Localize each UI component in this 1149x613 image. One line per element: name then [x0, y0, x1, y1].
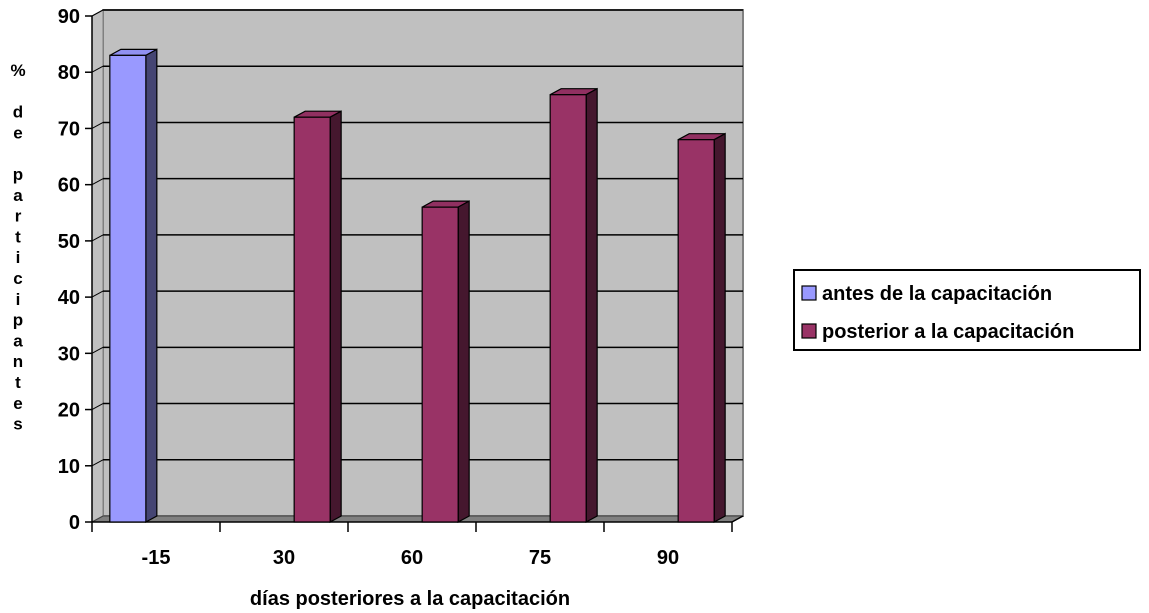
- plot-floor: [91, 515, 744, 523]
- gridline-side: [91, 178, 104, 186]
- y-axis-title-char: %: [10, 61, 25, 80]
- legend: antes de la capacitación posterior a la c…: [793, 269, 1141, 351]
- gridline-side: [91, 9, 104, 17]
- bar-front: [549, 94, 587, 523]
- y-axis-title-char: a: [13, 331, 23, 350]
- bar-side: [145, 48, 158, 524]
- bar-side: [329, 110, 342, 524]
- y-tick-label: 80: [58, 62, 80, 84]
- y-axis-title-char: t: [15, 373, 21, 392]
- y-tick-label: 40: [58, 287, 80, 309]
- legend-swatch: [801, 323, 817, 339]
- bar-side: [713, 132, 726, 524]
- y-axis-title-char: d: [13, 103, 23, 122]
- x-tick-label: 90: [657, 547, 679, 569]
- y-tick-label: 90: [58, 6, 80, 28]
- bar-front: [109, 54, 147, 523]
- legend-swatch: [801, 285, 817, 301]
- y-tick-labels: 0 10 20 30 40 50 60 70 80 90: [58, 6, 80, 534]
- x-tick-label: 30: [273, 547, 295, 569]
- legend-label: posterior a la capacitación: [822, 321, 1074, 343]
- bar: [109, 48, 158, 524]
- y-axis-title-char: i: [16, 248, 21, 267]
- y-tick-label: 50: [58, 231, 80, 253]
- gridline-side: [91, 290, 104, 298]
- y-tick-label: 30: [58, 343, 80, 365]
- y-tick-label: 60: [58, 175, 80, 197]
- x-tick-label: 60: [401, 547, 423, 569]
- gridline-side: [91, 459, 104, 467]
- y-tick-label: 0: [69, 512, 80, 534]
- y-tick-label: 10: [58, 456, 80, 478]
- y-axis-title-char: e: [13, 123, 22, 142]
- y-tick-label: 70: [58, 118, 80, 140]
- bar: [293, 110, 342, 524]
- y-axis-title-char: a: [13, 186, 23, 205]
- y-axis-title-char: e: [13, 394, 22, 413]
- y-axis-title-char: p: [13, 165, 23, 184]
- plot-side-wall: [91, 9, 104, 523]
- bar-front: [677, 139, 715, 523]
- x-tick-labels: -15 30 60 75 90: [142, 547, 680, 569]
- x-axis-depth: [731, 515, 744, 523]
- gridline-side: [91, 65, 104, 73]
- y-axis-title-char: t: [15, 227, 21, 246]
- y-tick-label: 20: [58, 400, 80, 422]
- gridline-side: [91, 122, 104, 129]
- legend-box: [793, 269, 1141, 351]
- bar: [549, 87, 598, 524]
- bar-front: [293, 116, 331, 523]
- bar-front: [421, 206, 459, 523]
- gridline-side: [91, 234, 104, 242]
- y-axis-title-char: c: [13, 269, 22, 288]
- y-axis-title-char: s: [13, 415, 22, 434]
- plot-area: [91, 9, 744, 523]
- bars: [109, 48, 726, 524]
- y-axis-title-char: i: [16, 290, 21, 309]
- gridline-side: [91, 403, 104, 410]
- y-axis-title-char: n: [13, 352, 23, 371]
- bar: [421, 200, 470, 524]
- bar-side: [585, 87, 598, 524]
- y-axis-title-char: r: [15, 207, 22, 226]
- x-axis-title: días posteriores a la capacitación: [250, 588, 570, 610]
- bar: [677, 132, 726, 524]
- x-tick-label: 75: [529, 547, 551, 569]
- y-axis-title-char: p: [13, 311, 23, 330]
- axes: [85, 15, 744, 532]
- gridline-side: [91, 346, 104, 354]
- bar-side: [457, 200, 470, 524]
- legend-label: antes de la capacitación: [822, 283, 1052, 305]
- x-tick-label: -15: [142, 547, 171, 569]
